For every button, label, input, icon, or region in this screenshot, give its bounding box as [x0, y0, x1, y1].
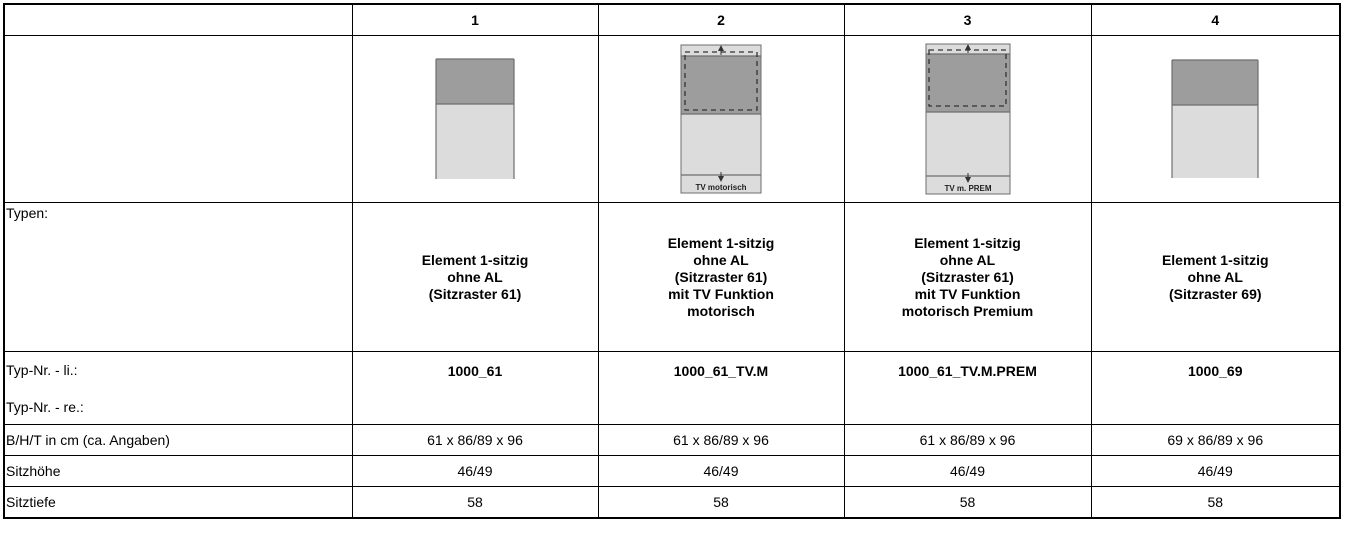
typen-row: Typen: Element 1-sitzig ohne AL (Sitzraste…	[3, 202, 1341, 352]
typen-text: Element 1-sitzig ohne AL (Sitzraster 69)	[1161, 251, 1269, 302]
backrest-shape	[1172, 60, 1259, 105]
column-header-1: 1	[351, 3, 599, 36]
sitzhoehe-label: Sitzhöhe	[3, 455, 353, 487]
sitzhoehe-value-4: 46/49	[1090, 455, 1341, 487]
header-empty-cell	[3, 3, 353, 36]
typ-nr-cell-1: 1000_61	[351, 351, 599, 425]
backrest-shape	[925, 54, 1010, 112]
element-tv-premium-diagram: TV m. PREM	[925, 43, 1010, 195]
typen-text: Element 1-sitzig ohne AL (Sitzraster 61) mi…	[901, 234, 1034, 319]
backrest-shape	[436, 59, 514, 104]
dimensions-value-1: 61 x 86/89 x 96	[351, 424, 599, 456]
sitztiefe-value-4: 58	[1090, 486, 1341, 519]
sitzhoehe-row: Sitzhöhe 46/49 46/49 46/49 46/49	[3, 455, 1341, 487]
seat-shape	[436, 104, 514, 179]
typ-nr-cell-3: 1000_61_TV.M.PREM	[843, 351, 1092, 425]
typ-nr-li-label: Typ-Nr. - li.:	[6, 362, 78, 378]
seat-shape	[1172, 105, 1259, 178]
typen-label: Typen:	[3, 202, 353, 352]
sitztiefe-value-1: 58	[351, 486, 599, 519]
arrow-up-icon	[964, 44, 971, 50]
dimensions-row: B/H/T in cm (ca. Angaben) 61 x 86/89 x 9…	[3, 424, 1341, 456]
backrest-shape	[681, 56, 761, 114]
sitzhoehe-value-2: 46/49	[597, 455, 845, 487]
sitztiefe-value-2: 58	[597, 486, 845, 519]
typ-nr-value: 1000_61_TV.M.PREM	[898, 363, 1037, 379]
typen-cell-2: Element 1-sitzig ohne AL (Sitzraster 61) mi…	[597, 202, 845, 352]
dimensions-value-2: 61 x 86/89 x 96	[597, 424, 845, 456]
element-1-sitzig-69-diagram	[1171, 59, 1259, 178]
sitzhoehe-value-3: 46/49	[843, 455, 1092, 487]
arrow-down-icon	[718, 176, 724, 182]
column-header-4: 4	[1090, 3, 1341, 36]
typ-nr-value: 1000_69	[1187, 363, 1243, 379]
tv-label: TV m. PREM	[944, 184, 991, 193]
column-header-2: 2	[597, 3, 845, 36]
typ-nr-row: Typ-Nr. - li.: Typ-Nr. - re.: 1000_61 10…	[3, 351, 1341, 425]
column-header-3: 3	[843, 3, 1092, 36]
typen-text: Element 1-sitzig ohne AL (Sitzraster 61)	[421, 251, 529, 302]
typ-nr-cell-2: 1000_61_TV.M	[597, 351, 845, 425]
dimensions-value-3: 61 x 86/89 x 96	[843, 424, 1092, 456]
sitzhoehe-value-1: 46/49	[351, 455, 599, 487]
sitztiefe-row: Sitztiefe 58 58 58 58	[3, 486, 1341, 519]
arrow-down-icon	[964, 177, 971, 183]
typ-nr-re-label: Typ-Nr. - re.:	[6, 399, 84, 415]
arrow-up-icon	[718, 45, 724, 51]
image-cell-2: TV motorisch	[597, 35, 845, 203]
typ-nr-label-cell: Typ-Nr. - li.: Typ-Nr. - re.:	[3, 351, 353, 425]
image-row: TV motorisch TV m. PREM	[3, 35, 1341, 203]
typ-nr-value: 1000_61_TV.M	[673, 363, 769, 379]
dimensions-label: B/H/T in cm (ca. Angaben)	[3, 424, 353, 456]
typen-cell-1: Element 1-sitzig ohne AL (Sitzraster 61)	[351, 202, 599, 352]
element-1-sitzig-61-diagram	[435, 58, 515, 179]
typ-nr-cell-4: 1000_69	[1090, 351, 1341, 425]
sitztiefe-value-3: 58	[843, 486, 1092, 519]
typen-cell-3: Element 1-sitzig ohne AL (Sitzraster 61) mi…	[843, 202, 1092, 352]
product-spec-table: 1 2 3 4	[3, 3, 1341, 519]
image-cell-1	[351, 35, 599, 203]
image-cell-4	[1090, 35, 1341, 203]
tv-label: TV motorisch	[695, 183, 746, 192]
typen-cell-4: Element 1-sitzig ohne AL (Sitzraster 69)	[1090, 202, 1341, 352]
element-tv-motorisch-diagram: TV motorisch	[680, 44, 762, 194]
image-cell-3: TV m. PREM	[843, 35, 1092, 203]
typen-text: Element 1-sitzig ohne AL (Sitzraster 61) mi…	[667, 234, 775, 319]
header-row: 1 2 3 4	[3, 3, 1341, 36]
typ-nr-value: 1000_61	[447, 363, 503, 379]
sitztiefe-label: Sitztiefe	[3, 486, 353, 519]
image-label-empty-cell	[3, 35, 353, 203]
dimensions-value-4: 69 x 86/89 x 96	[1090, 424, 1341, 456]
